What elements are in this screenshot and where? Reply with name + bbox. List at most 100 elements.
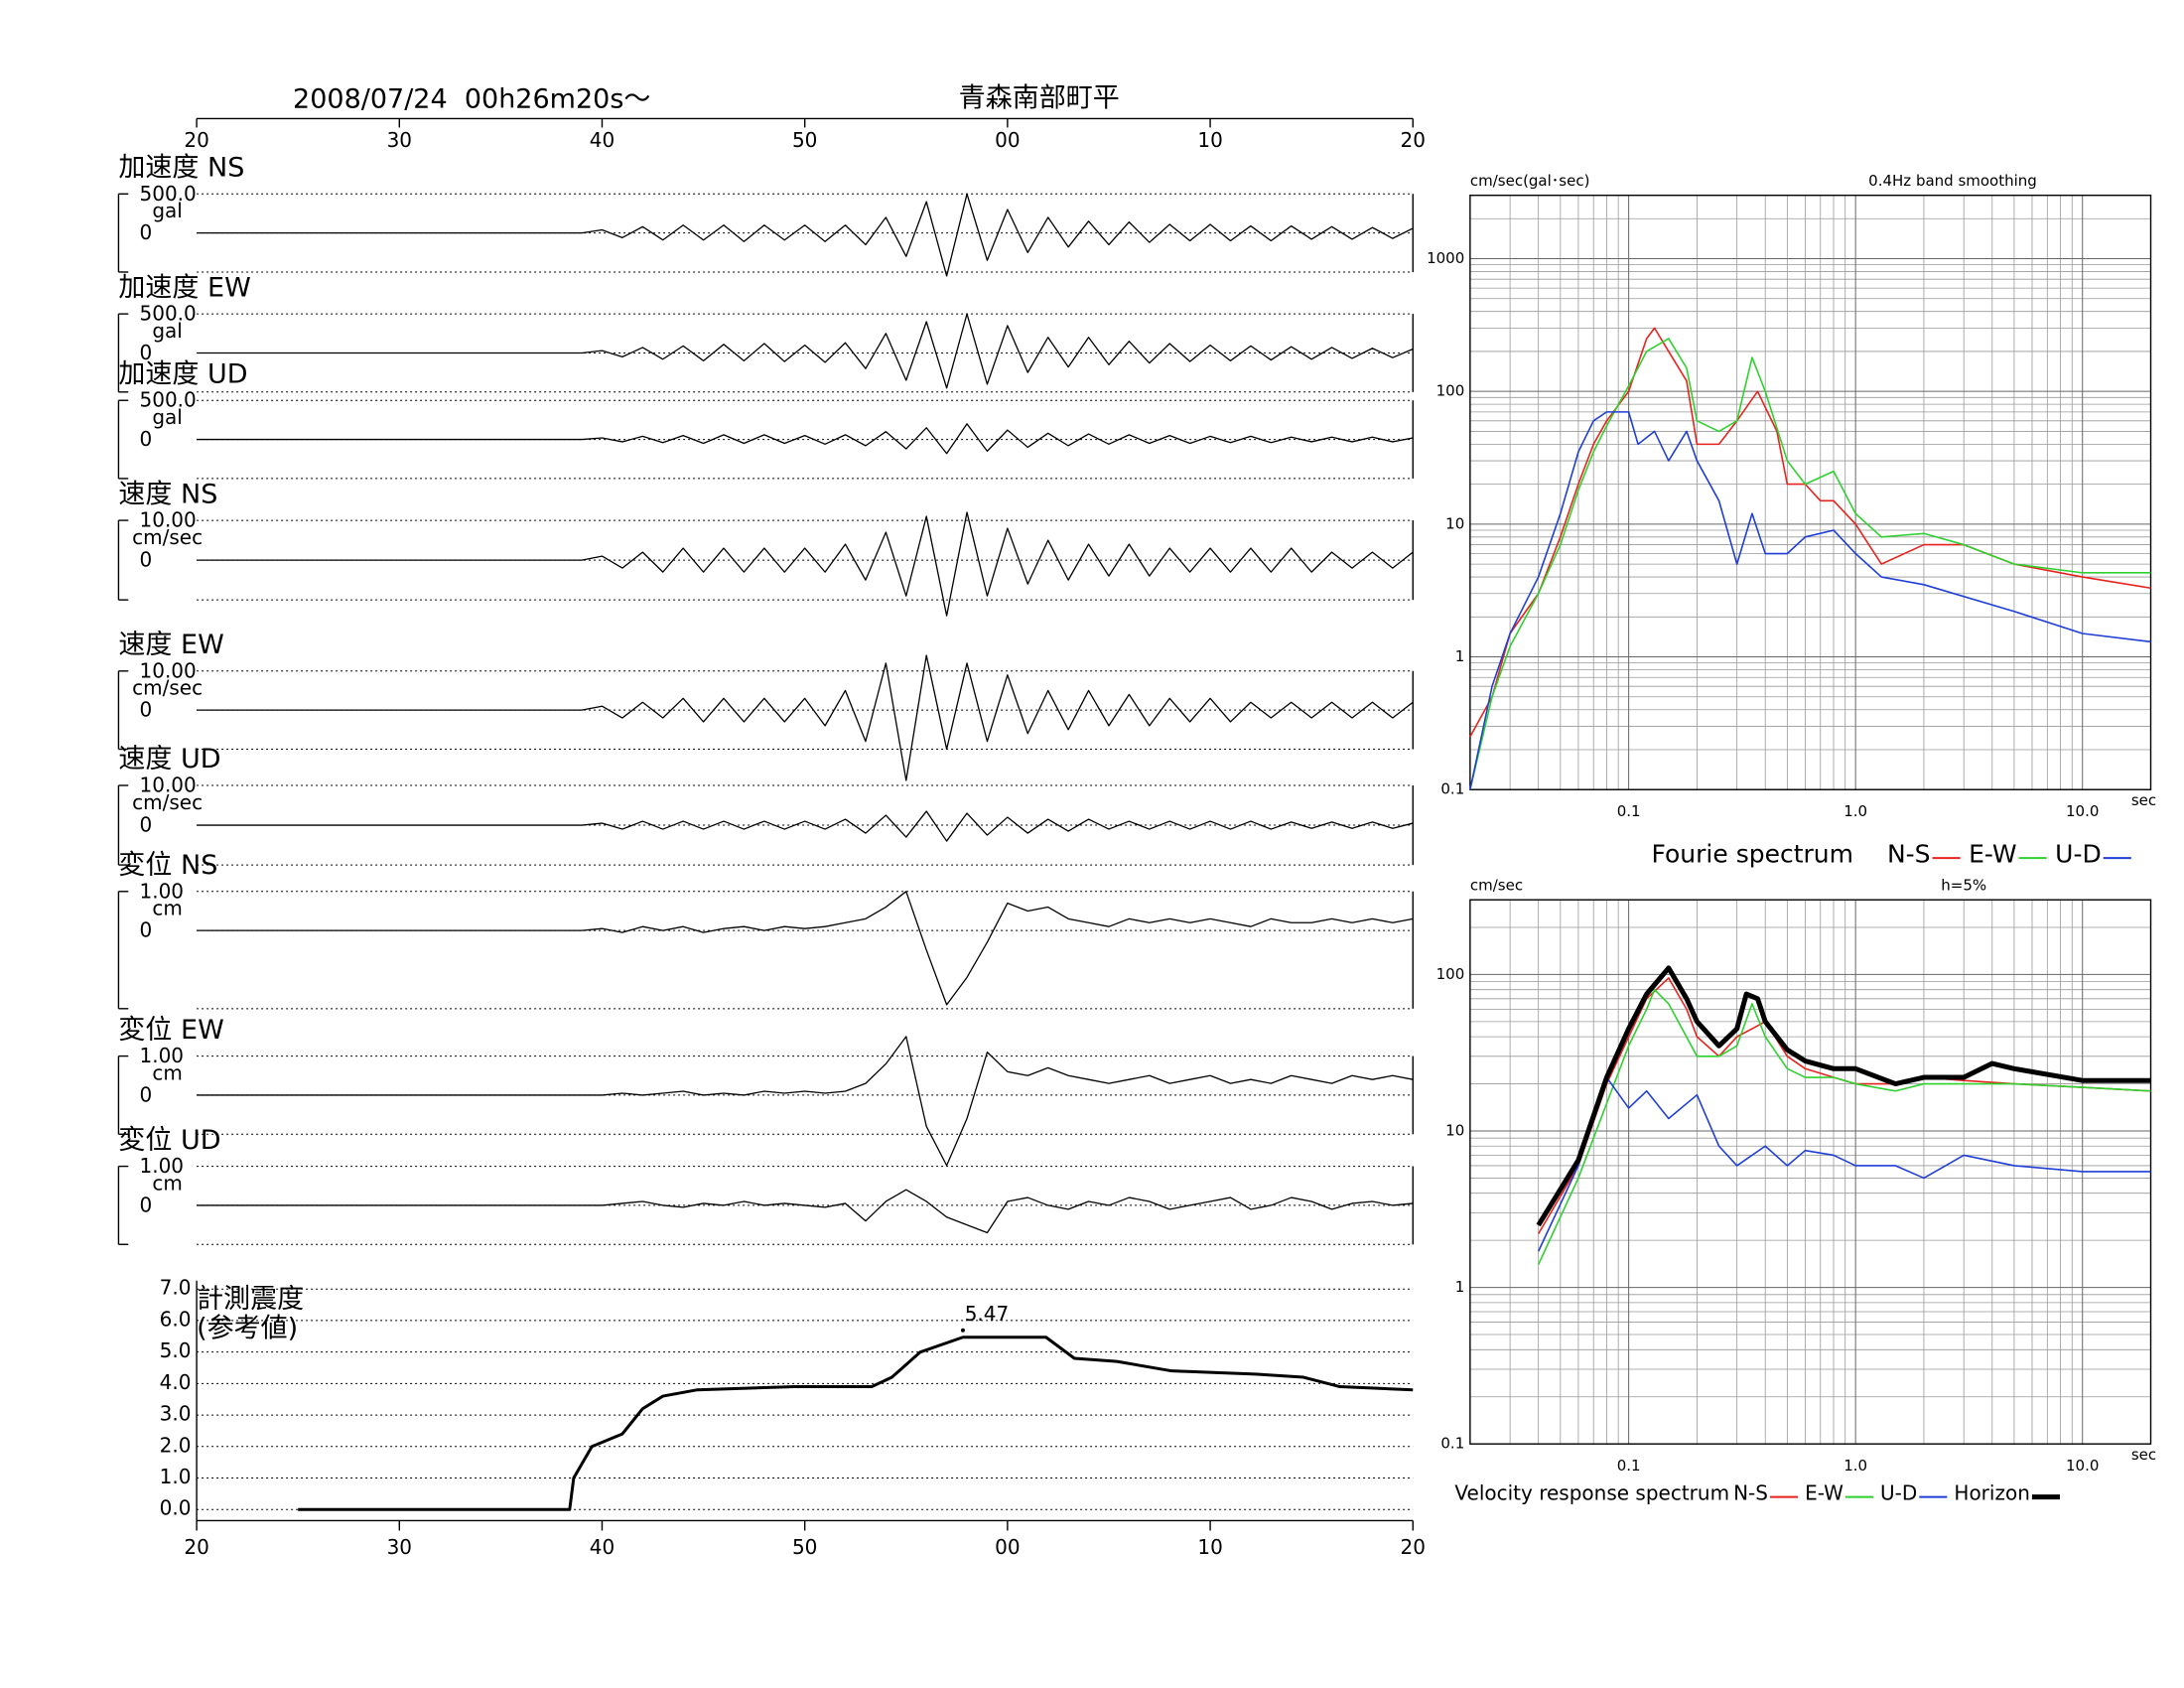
data-line <box>298 1336 1414 1511</box>
data-line <box>1537 1076 2151 1252</box>
chart-title: Fourie spectrum <box>1652 839 1853 868</box>
x-tick-label: 0.1 <box>1617 1457 1641 1475</box>
panel-title: 変位 UD <box>118 1125 220 1156</box>
y-tick-label: 0 <box>140 427 153 451</box>
y-tick-label: 6.0 <box>160 1307 192 1331</box>
x-tick-label: 0.1 <box>1617 802 1641 820</box>
panel-title: 速度 NS <box>118 479 217 509</box>
chart-title: 青森南部町平 <box>959 82 1120 113</box>
y-tick-label: 0 <box>140 1082 153 1106</box>
legend-label: Horizon <box>1954 1480 2029 1504</box>
y-tick-label: 0 <box>140 813 153 837</box>
data-line <box>197 423 1414 455</box>
y-tick-label: 1.00 <box>140 1154 185 1178</box>
panel-title: 速度 EW <box>118 630 223 660</box>
chart-subtitle: (参考値) <box>197 1313 298 1343</box>
y-tick-label: 10.00 <box>140 658 197 682</box>
y-tick-label: 0 <box>140 220 153 244</box>
data-line <box>197 891 1414 1006</box>
y-tick-label: 1 <box>1455 1278 1465 1296</box>
y-tick-label: 10 <box>1445 1122 1464 1140</box>
x-tick-label: 1.0 <box>1843 1457 1867 1475</box>
chart-title: 計測震度 <box>197 1284 304 1315</box>
x-tick-label: 30 <box>387 128 412 152</box>
y-tick-label: 0 <box>140 1193 153 1216</box>
x-tick-label: 20 <box>184 128 208 152</box>
y-tick-label: 1.0 <box>160 1465 192 1488</box>
y-tick-label: 1 <box>1455 647 1465 665</box>
x-tick-label: 1.0 <box>1843 802 1867 820</box>
x-tick-label: 10.0 <box>2066 802 2099 820</box>
panel-title: 加速度 NS <box>118 153 244 184</box>
unit-label: cm/sec <box>132 676 203 700</box>
data-line <box>1469 411 2151 790</box>
panel-title: 加速度 UD <box>118 358 247 389</box>
unit-label: cm/sec <box>132 525 203 549</box>
data-line <box>1536 965 2151 1227</box>
unit-label: gal <box>152 199 183 222</box>
x-tick-label: 20 <box>184 1535 208 1559</box>
legend-label: N-S <box>1887 839 1931 868</box>
legend-label: U-D <box>2055 839 2102 868</box>
peak-marker <box>960 1328 965 1333</box>
data-line <box>1469 327 2151 738</box>
y-tick-label: 100 <box>1436 382 1465 400</box>
x-tick-label: 10 <box>1197 1535 1222 1559</box>
data-line <box>1469 338 2151 790</box>
unit-label: cm <box>152 897 182 920</box>
chart-note: 0.4Hz band smoothing <box>1868 172 2037 190</box>
x-tick-label: 10 <box>1197 128 1222 152</box>
data-line <box>197 1036 1414 1167</box>
x-axis-label: sec <box>2131 791 2156 809</box>
y-tick-label: 500.0 <box>140 302 197 326</box>
y-tick-label: 0 <box>140 548 153 572</box>
y-tick-label: 0.1 <box>1440 1435 1464 1453</box>
x-tick-label: 20 <box>1401 128 1426 152</box>
y-tick-label: 1000 <box>1427 249 1464 267</box>
y-tick-label: 4.0 <box>160 1370 192 1394</box>
y-tick-label: 0.0 <box>160 1496 192 1520</box>
data-line <box>197 313 1414 389</box>
data-line <box>197 654 1414 781</box>
y-tick-label: 500.0 <box>140 182 197 206</box>
panel-title: 加速度 EW <box>118 272 250 303</box>
x-tick-label: 50 <box>792 1535 817 1559</box>
chart-title: Velocity response spectrum <box>1454 1480 1729 1504</box>
y-tick-label: 5.0 <box>160 1338 192 1362</box>
panel-title: 変位 EW <box>118 1015 223 1046</box>
panel-title: 速度 UD <box>118 744 220 774</box>
y-tick-label: 0.1 <box>1440 780 1464 798</box>
x-tick-label: 30 <box>387 1535 412 1559</box>
legend-label: E-W <box>1969 839 2017 868</box>
legend-label: U-D <box>1880 1480 1917 1504</box>
y-tick-label: 0 <box>140 698 153 722</box>
y-tick-label: 1.00 <box>140 1044 185 1067</box>
y-tick-label: 0 <box>140 918 153 942</box>
data-line <box>197 810 1414 842</box>
y-tick-label: 10.00 <box>140 508 197 532</box>
y-tick-label: 10 <box>1445 514 1464 532</box>
unit-label: cm/sec <box>132 790 203 814</box>
x-tick-label: 40 <box>590 1535 614 1559</box>
data-line <box>197 511 1414 617</box>
panel-title: 変位 NS <box>118 850 217 881</box>
x-tick-label: 00 <box>995 128 1020 152</box>
unit-label: cm <box>152 1060 182 1084</box>
y-axis-label: cm/sec(gal･sec) <box>1470 172 1590 190</box>
plot-frame <box>1469 194 2152 790</box>
x-tick-label: 50 <box>792 128 817 152</box>
unit-label: gal <box>152 405 183 429</box>
data-line <box>197 1189 1414 1234</box>
legend-label: N-S <box>1733 1480 1768 1504</box>
data-line <box>197 193 1414 277</box>
y-axis-label: cm/sec <box>1470 877 1523 895</box>
legend-label: E-W <box>1805 1480 1843 1504</box>
y-tick-label: 500.0 <box>140 388 197 412</box>
x-tick-label: 40 <box>590 128 614 152</box>
y-tick-label: 10.00 <box>140 774 197 797</box>
x-tick-label: 20 <box>1401 1535 1426 1559</box>
peak-label: 5.47 <box>965 1302 1010 1326</box>
